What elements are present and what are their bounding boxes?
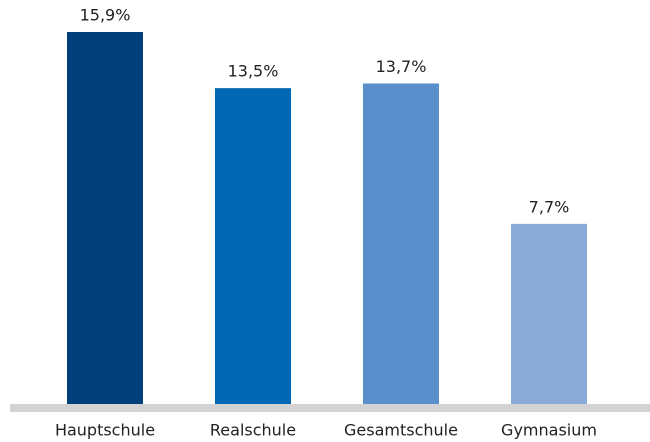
bar [215,88,291,404]
bar [511,223,587,404]
x-axis [10,404,650,412]
x-tick-label: Gymnasium [501,421,597,440]
value-label: 13,7% [376,57,427,76]
value-label: 13,5% [228,62,279,81]
x-tick-label: Realschule [210,421,296,440]
bar [67,32,143,404]
bar [363,83,439,405]
value-label: 15,9% [80,6,131,25]
x-tick-label: Gesamtschule [344,421,458,440]
value-label: 7,7% [529,197,570,216]
x-tick-label: Hauptschule [55,421,155,440]
